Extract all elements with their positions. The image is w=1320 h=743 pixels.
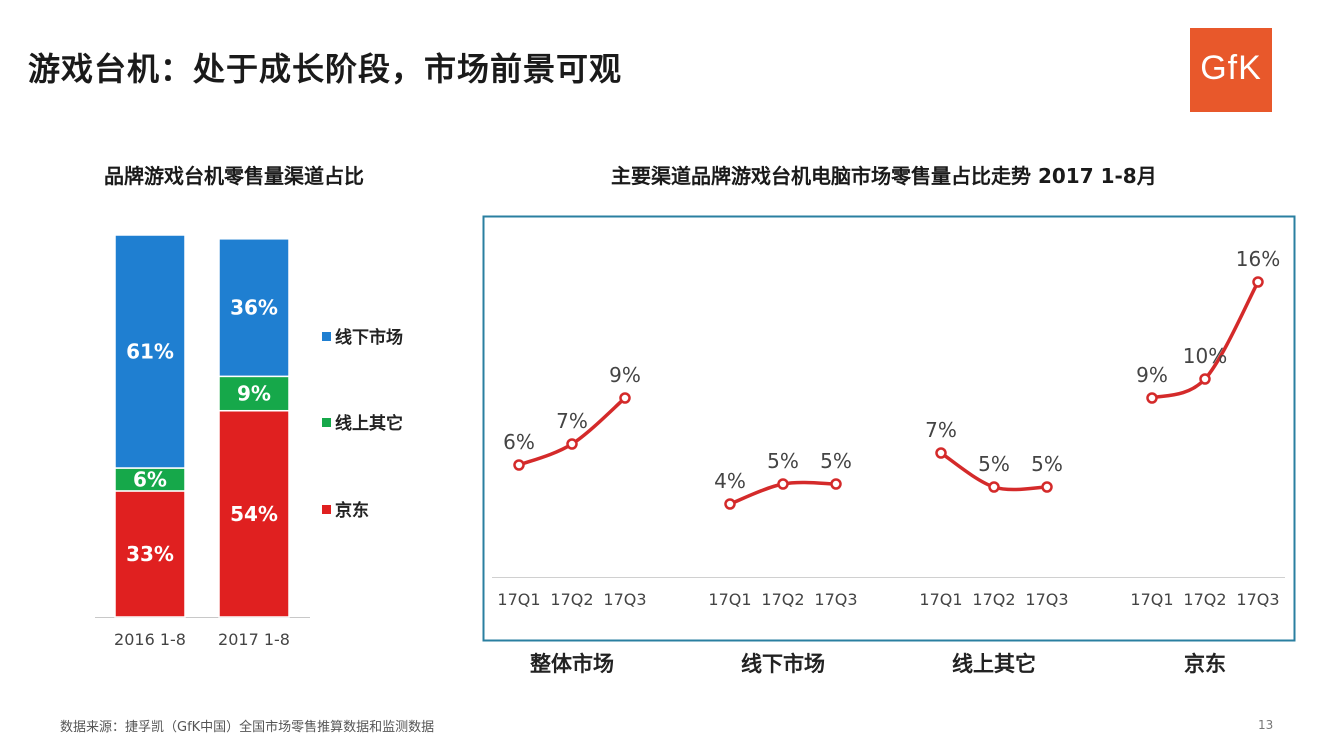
line-chart-title: 主要渠道品牌游戏台机电脑市场零售量占比走势 2017 1-8月: [611, 164, 1157, 188]
x-tick-label: 17Q2: [550, 590, 593, 609]
legend-swatch: [322, 332, 331, 341]
bar-value-label: 33%: [126, 542, 174, 566]
point-value-label: 5%: [820, 449, 852, 473]
x-tick-label: 17Q2: [761, 590, 804, 609]
x-tick-label: 17Q3: [1236, 590, 1279, 609]
x-tick-label: 17Q1: [497, 590, 540, 609]
series-point: [830, 478, 842, 490]
x-tick-label: 17Q2: [972, 590, 1015, 609]
legend-label: 线下市场: [335, 327, 403, 348]
series-point: [988, 481, 1000, 493]
x-tick-label: 17Q1: [708, 590, 751, 609]
bar-segment-1-1: [218, 375, 290, 412]
group-label: 京东: [1184, 652, 1226, 676]
series-point: [935, 447, 947, 459]
page-number: 13: [1258, 718, 1274, 732]
gfk-logo: GfK: [1190, 28, 1272, 112]
point-value-label: 5%: [978, 452, 1010, 476]
source-note: 数据来源：捷孚凯（GfK中国）全国市场零售推算数据和监测数据: [60, 720, 435, 735]
bar-category-label: 2016 1-8: [114, 630, 186, 649]
logo-text: GfK: [1200, 49, 1262, 87]
bar-value-label: 6%: [133, 467, 167, 491]
series-point: [513, 459, 525, 471]
legend-label: 线上其它: [335, 413, 403, 434]
point-value-label: 9%: [609, 363, 641, 387]
point-value-label: 16%: [1236, 247, 1280, 271]
x-tick-label: 17Q1: [919, 590, 962, 609]
legend-label: 京东: [335, 500, 369, 521]
series-point: [777, 478, 789, 490]
bar-value-label: 54%: [230, 502, 278, 526]
point-value-label: 7%: [556, 409, 588, 433]
x-tick-label: 17Q3: [1025, 590, 1068, 609]
series-point: [1252, 276, 1264, 288]
x-tick-label: 17Q3: [603, 590, 646, 609]
point-value-label: 6%: [503, 430, 535, 454]
x-tick-label: 17Q1: [1130, 590, 1173, 609]
group-label: 线上其它: [952, 652, 1036, 676]
series-point: [1199, 373, 1211, 385]
point-value-label: 5%: [767, 449, 799, 473]
group-label: 整体市场: [530, 652, 614, 676]
bar-value-label: 61%: [126, 340, 174, 364]
point-value-label: 10%: [1183, 344, 1227, 368]
series-point: [1146, 392, 1158, 404]
series-point: [566, 438, 578, 450]
bar-segment-2-1: [218, 238, 290, 378]
point-value-label: 5%: [1031, 452, 1063, 476]
x-tick-label: 17Q3: [814, 590, 857, 609]
bar-category-label: 2017 1-8: [218, 630, 290, 649]
bar-value-label: 9%: [237, 382, 271, 406]
point-value-label: 4%: [714, 469, 746, 493]
bar-chart-title: 品牌游戏台机零售量渠道占比: [104, 164, 364, 188]
bar-segment-2-0: [114, 234, 186, 469]
legend-swatch: [322, 505, 331, 514]
series-point: [1041, 481, 1053, 493]
point-value-label: 7%: [925, 418, 957, 442]
bar-value-label: 36%: [230, 296, 278, 320]
bar-segment-0-1: [218, 409, 290, 618]
page-title: 游戏台机：处于成长阶段，市场前景可观: [28, 50, 623, 88]
series-point: [724, 498, 736, 510]
line-chart-frame: [482, 215, 1296, 642]
legend-swatch: [322, 418, 331, 427]
x-tick-label: 17Q2: [1183, 590, 1226, 609]
group-label: 线下市场: [741, 652, 825, 676]
bar-segment-0-0: [114, 490, 186, 618]
series-point: [619, 392, 631, 404]
point-value-label: 9%: [1136, 363, 1168, 387]
